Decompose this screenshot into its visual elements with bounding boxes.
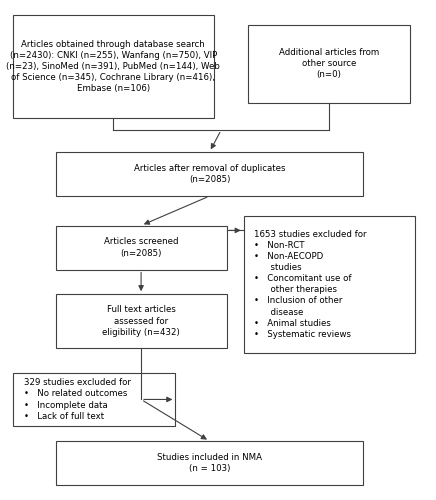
Text: 329 studies excluded for
•   No related outcomes
•   Incomplete data
•   Lack of: 329 studies excluded for • No related ou… bbox=[24, 378, 130, 420]
Text: 1653 studies excluded for
•   Non-RCT
•   Non-AECOPD
      studies
•   Concomita: 1653 studies excluded for • Non-RCT • No… bbox=[254, 230, 367, 339]
FancyBboxPatch shape bbox=[244, 216, 415, 353]
Text: Articles after removal of duplicates
(n=2085): Articles after removal of duplicates (n=… bbox=[134, 164, 285, 184]
Text: Studies included in NMA
(n = 103): Studies included in NMA (n = 103) bbox=[157, 453, 262, 473]
Text: Articles screened
(n=2085): Articles screened (n=2085) bbox=[104, 238, 178, 258]
FancyBboxPatch shape bbox=[56, 294, 227, 348]
FancyBboxPatch shape bbox=[56, 441, 363, 485]
Text: Additional articles from
other source
(n=0): Additional articles from other source (n… bbox=[279, 48, 379, 80]
FancyBboxPatch shape bbox=[56, 226, 227, 270]
Text: Articles obtained through database search
(n=2430): CNKI (n=255), Wanfang (n=750: Articles obtained through database searc… bbox=[7, 40, 220, 93]
FancyBboxPatch shape bbox=[248, 24, 410, 103]
FancyBboxPatch shape bbox=[13, 15, 214, 118]
FancyBboxPatch shape bbox=[13, 372, 175, 426]
Text: Full text articles
assessed for
eligibility (n=432): Full text articles assessed for eligibil… bbox=[102, 306, 180, 336]
FancyBboxPatch shape bbox=[56, 152, 363, 196]
